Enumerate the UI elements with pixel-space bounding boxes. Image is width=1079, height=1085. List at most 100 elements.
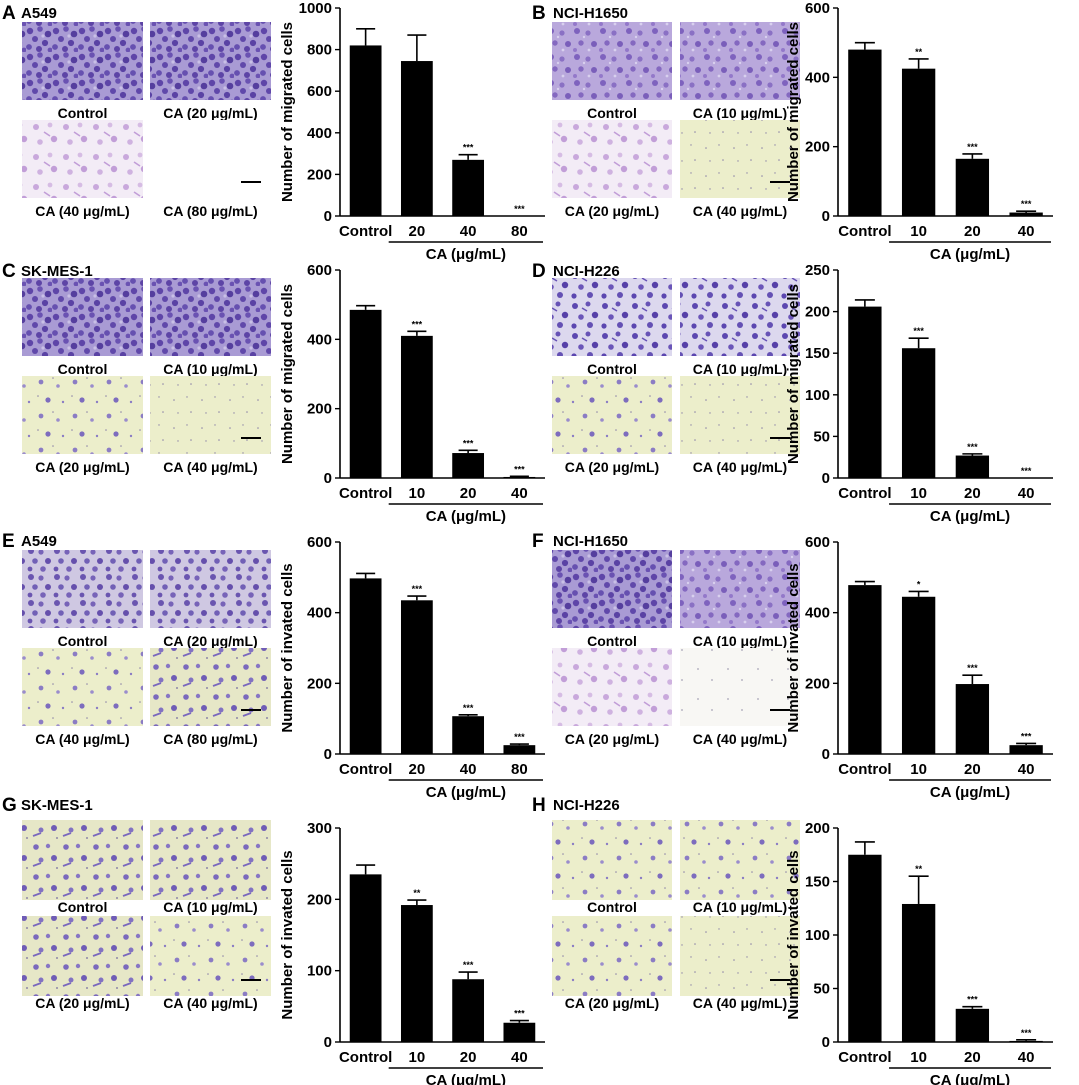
x-tick-label: Control	[838, 223, 891, 240]
x-tick-label: Control	[339, 1049, 392, 1066]
panel-a: A A549 Control CA (20 μg/mL) CA (40 μg/mL) CA…	[2, 3, 271, 219]
y-axis-title: Number of migrated cells	[279, 284, 296, 464]
y-axis-title: Number of invated cells	[279, 563, 296, 732]
micrograph-image	[22, 550, 143, 628]
micrograph-image	[680, 916, 800, 996]
bar	[901, 596, 936, 754]
micrograph-image	[680, 820, 800, 900]
x-axis-title: CA (μg/mL)	[426, 246, 506, 263]
micrograph-image	[552, 278, 672, 356]
bar	[503, 1022, 536, 1042]
bar	[1009, 212, 1043, 216]
micrograph-label: CA (20 μg/mL)	[565, 459, 659, 475]
panel-d: D NCI-H226 Control CA (10 μg/mL) CA (20 μg/m…	[532, 261, 800, 475]
x-tick-label: 20	[964, 1049, 981, 1066]
micrograph-label: CA (40 μg/mL)	[35, 203, 129, 219]
x-tick-label: Control	[838, 761, 891, 778]
micrograph-label: CA (40 μg/mL)	[163, 995, 257, 1011]
micrograph-label: CA (10 μg/mL)	[693, 899, 787, 915]
micrograph-label: Control	[587, 899, 637, 915]
panel-letter: G	[2, 795, 17, 816]
significance-label: ***	[514, 732, 525, 742]
bar	[901, 68, 936, 217]
significance-label: ***	[1021, 466, 1032, 476]
micrograph-image	[22, 376, 143, 454]
x-tick-label: Control	[838, 1049, 891, 1066]
significance-label: **	[413, 888, 421, 898]
x-axis-title: CA (μg/mL)	[930, 784, 1010, 801]
y-tick-label: 150	[805, 874, 830, 891]
y-tick-label: 0	[324, 470, 332, 487]
bar	[848, 49, 882, 216]
y-tick-label: 100	[805, 387, 830, 404]
y-tick-label: 0	[822, 470, 830, 487]
x-tick-label: 20	[460, 1049, 477, 1066]
micrograph-image	[552, 916, 672, 996]
bar	[955, 455, 990, 478]
bar	[452, 979, 485, 1042]
y-tick-label: 200	[307, 401, 332, 418]
micrograph-label: CA (20 μg/mL)	[35, 995, 129, 1011]
micrograph-label: CA (10 μg/mL)	[693, 633, 787, 649]
y-tick-label: 200	[805, 675, 830, 692]
bar	[452, 716, 485, 754]
x-axis-title: CA (μg/mL)	[930, 246, 1010, 263]
y-tick-label: 200	[805, 820, 830, 837]
micrograph-image	[150, 120, 271, 198]
micrograph-label: CA (80 μg/mL)	[163, 731, 257, 747]
micrograph-image	[552, 120, 672, 198]
significance-label: ***	[463, 438, 474, 448]
x-tick-label: 20	[964, 485, 981, 502]
x-tick-label: 80	[511, 761, 528, 778]
y-tick-label: 0	[822, 746, 830, 763]
significance-label: **	[915, 47, 923, 57]
micrograph-image	[22, 916, 143, 996]
micrograph-label: CA (10 μg/mL)	[163, 361, 257, 377]
bar	[955, 158, 990, 216]
y-tick-label: 200	[805, 139, 830, 156]
bar	[901, 348, 936, 478]
micrograph-image	[680, 376, 800, 454]
bar	[848, 306, 882, 478]
micrograph-label: Control	[58, 899, 108, 915]
micrograph-image	[552, 550, 672, 628]
bar	[503, 476, 536, 478]
panel-letter: H	[532, 795, 546, 816]
micrograph-label: CA (20 μg/mL)	[163, 633, 257, 649]
y-tick-label: 200	[307, 166, 332, 183]
micrograph-image	[680, 22, 800, 100]
bar-chart-c: 0 200 400 600 Number of migrated cells Contro…	[279, 262, 545, 525]
significance-label: ***	[463, 703, 474, 713]
micrograph-image	[150, 916, 271, 996]
bar	[955, 1008, 990, 1042]
y-tick-label: 400	[805, 605, 830, 622]
y-tick-label: 200	[805, 304, 830, 321]
bar	[400, 335, 433, 478]
bar	[1009, 1040, 1043, 1042]
x-tick-label: 40	[511, 485, 528, 502]
micrograph-label: CA (20 μg/mL)	[565, 995, 659, 1011]
panel-letter: A	[2, 3, 16, 24]
micrograph-label: Control	[58, 105, 108, 121]
x-tick-label: 80	[511, 223, 528, 240]
bar	[400, 905, 433, 1042]
x-tick-label: 40	[511, 1049, 528, 1066]
bar	[349, 309, 382, 478]
significance-label: ***	[1021, 731, 1032, 741]
micrograph-label: CA (20 μg/mL)	[163, 105, 257, 121]
micrograph-label: CA (40 μg/mL)	[163, 459, 257, 475]
x-tick-label: 10	[910, 761, 927, 778]
x-axis-title: CA (μg/mL)	[426, 1072, 506, 1085]
cell-line-name: SK-MES-1	[21, 797, 93, 814]
x-tick-label: 10	[910, 1049, 927, 1066]
x-axis-title: CA (μg/mL)	[426, 508, 506, 525]
significance-label: ***	[1021, 1028, 1032, 1038]
y-tick-label: 400	[307, 605, 332, 622]
y-tick-label: 50	[813, 981, 830, 998]
micrograph-image	[150, 376, 271, 454]
cell-line-name: SK-MES-1	[21, 263, 93, 280]
y-tick-label: 600	[805, 534, 830, 551]
